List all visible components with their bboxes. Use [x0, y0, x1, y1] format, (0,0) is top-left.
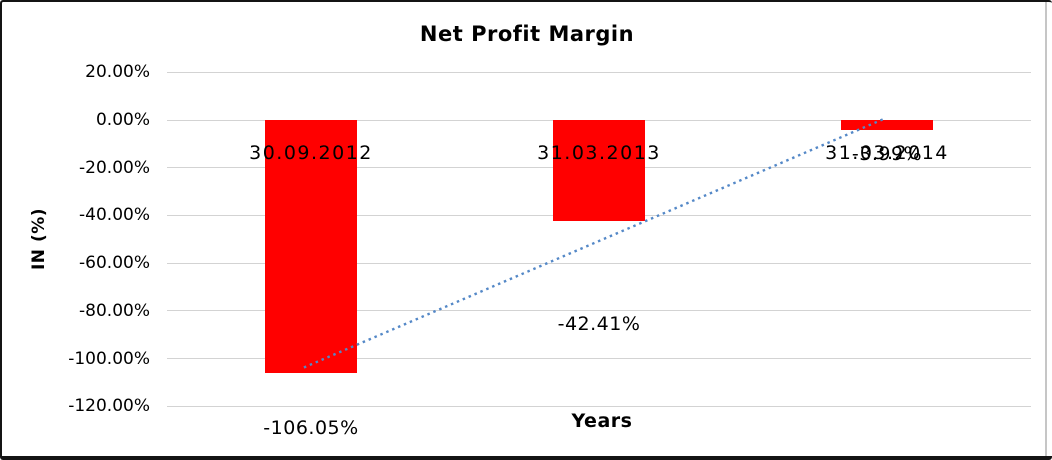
y-tick-label: 20.00%: [85, 62, 150, 83]
gridline: [167, 405, 1031, 407]
gridline: [167, 71, 1031, 73]
value-label: -3.99%: [851, 143, 923, 165]
category-label: 30.09.2012: [249, 142, 373, 164]
value-label: -42.41%: [557, 313, 641, 335]
y-tick-label: -60.00%: [79, 253, 150, 274]
value-label: -106.05%: [263, 417, 359, 439]
x-axis-title: Years: [571, 410, 633, 432]
frame-right-edge: [1045, 2, 1047, 456]
y-tick-label: -80.00%: [79, 300, 150, 321]
y-tick-label: -20.00%: [79, 157, 150, 178]
category-label: 31.03.2013: [537, 142, 661, 164]
y-tick-label: 0.00%: [95, 110, 150, 130]
y-tick-label: -100.00%: [68, 348, 150, 369]
y-tick-label: -120.00%: [68, 396, 150, 417]
chart-title: Net Profit Margin: [419, 22, 635, 46]
y-tick-label: -40.00%: [79, 205, 150, 226]
